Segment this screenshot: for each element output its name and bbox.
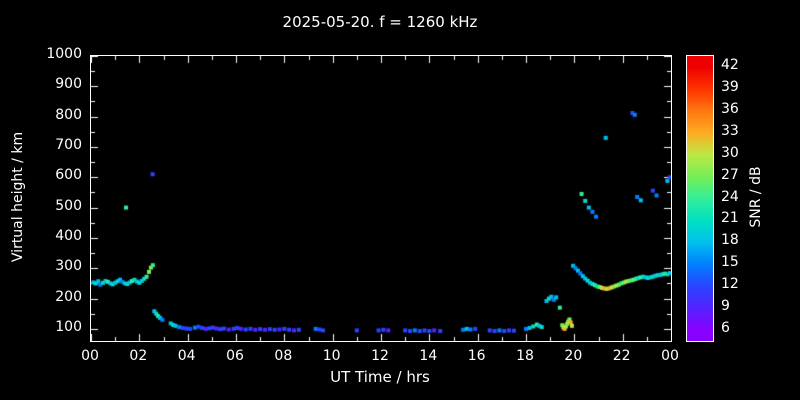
plot-area: [90, 55, 672, 342]
colorbar-tick-label: 27: [721, 166, 739, 183]
x-tick-label: 00: [81, 348, 99, 364]
colorbar-tick-label: 24: [721, 188, 739, 205]
colorbar-tick-label: 21: [721, 210, 739, 227]
y-tick-label: 1000: [46, 46, 82, 62]
scatter-canvas: [91, 56, 671, 341]
colorbar-tick-label: 39: [721, 78, 739, 95]
colorbar-tick-label: 42: [721, 56, 739, 73]
x-tick-label: 22: [612, 348, 631, 364]
colorbar-tick-label: 33: [721, 122, 739, 139]
x-tick-label: 10: [322, 348, 341, 364]
colorbar-tick-label: 9: [721, 298, 730, 315]
y-tick-label: 600: [55, 167, 82, 184]
x-tick-label: 20: [564, 348, 583, 364]
colorbar-tick-label: 6: [721, 320, 730, 337]
colorbar-tick-label: 30: [721, 144, 739, 161]
colorbar: [686, 55, 714, 342]
colorbar-label: SNR / dB: [748, 166, 764, 228]
x-tick-label: 18: [516, 348, 534, 364]
y-axis-label: Virtual height / km: [10, 131, 26, 263]
colorbar-tick-label: 18: [721, 232, 739, 249]
x-tick-label: 12: [371, 348, 389, 364]
y-tick-label: 300: [55, 258, 82, 275]
y-tick-label: 400: [55, 227, 82, 244]
x-tick-label: 06: [226, 348, 244, 364]
x-tick-label: 04: [177, 348, 196, 364]
y-tick-label: 500: [55, 197, 82, 214]
colorbar-tick-label: 12: [721, 276, 739, 293]
y-tick-label: 200: [55, 288, 82, 305]
x-tick-label: 16: [467, 348, 486, 364]
y-tick-label: 100: [55, 318, 82, 335]
y-tick-label: 900: [55, 76, 82, 93]
colorbar-tick-label: 15: [721, 254, 739, 271]
y-tick-label: 700: [55, 136, 82, 153]
x-axis-label: UT Time / hrs: [330, 368, 430, 386]
colorbar-tick-label: 36: [721, 100, 739, 117]
y-tick-label: 800: [55, 106, 82, 123]
chart-title: 2025-05-20. f = 1260 kHz: [282, 13, 478, 31]
x-tick-label: 14: [419, 348, 438, 364]
x-tick-label: 02: [129, 348, 148, 364]
x-tick-label: 00: [661, 348, 679, 364]
x-tick-label: 08: [274, 348, 293, 364]
